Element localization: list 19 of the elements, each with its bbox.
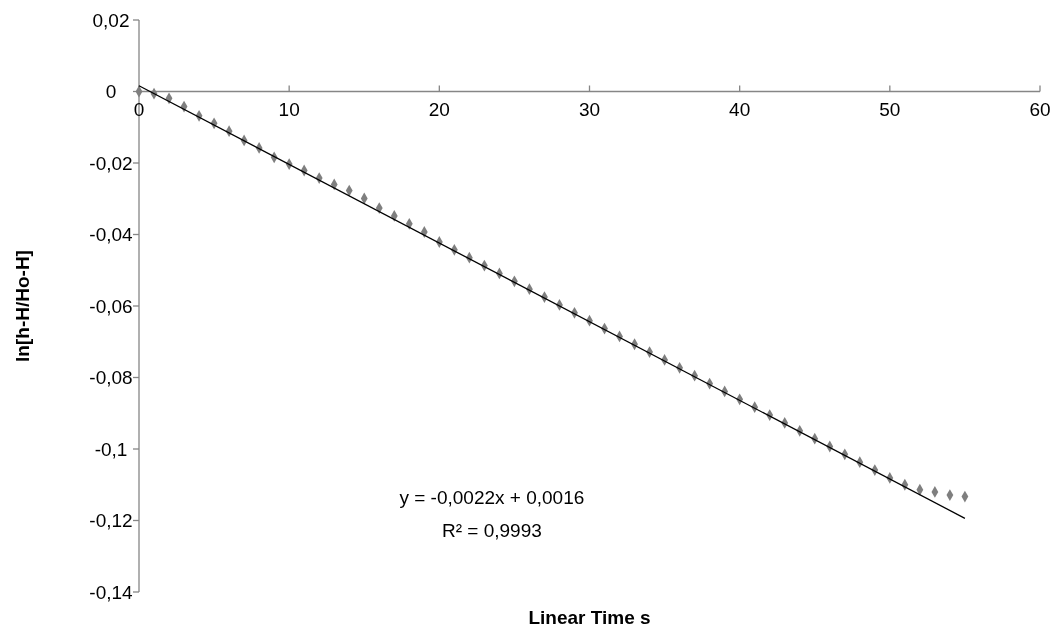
x-axis-title: Linear Time s — [528, 607, 651, 628]
y-tick-label: -0,04 — [89, 224, 134, 246]
y-tick-label: 0,02 — [92, 9, 130, 31]
y-tick-label: -0,12 — [89, 510, 133, 532]
y-tick-label: -0,02 — [89, 152, 133, 174]
y-tick-label: 0 — [105, 81, 117, 103]
x-tick-label: 60 — [1029, 98, 1051, 120]
annotation: y = -0,0022x + 0,0016 — [399, 487, 585, 509]
x-tick-label: 30 — [578, 98, 601, 120]
x-tick-label: 40 — [729, 98, 751, 120]
y-tick-label: -0,06 — [89, 295, 133, 317]
y-tick-label: -0,1 — [94, 438, 128, 460]
annotation: R² = 0,9993 — [441, 520, 542, 542]
y-tick-label: -0,14 — [89, 581, 134, 603]
x-tick-label: 50 — [879, 98, 901, 120]
x-tick-label: 20 — [428, 98, 450, 120]
y-axis-title: ln[h-H/Ho-H] — [11, 250, 33, 362]
x-tick-label: 10 — [278, 98, 300, 120]
y-tick-label: -0,08 — [89, 367, 133, 389]
